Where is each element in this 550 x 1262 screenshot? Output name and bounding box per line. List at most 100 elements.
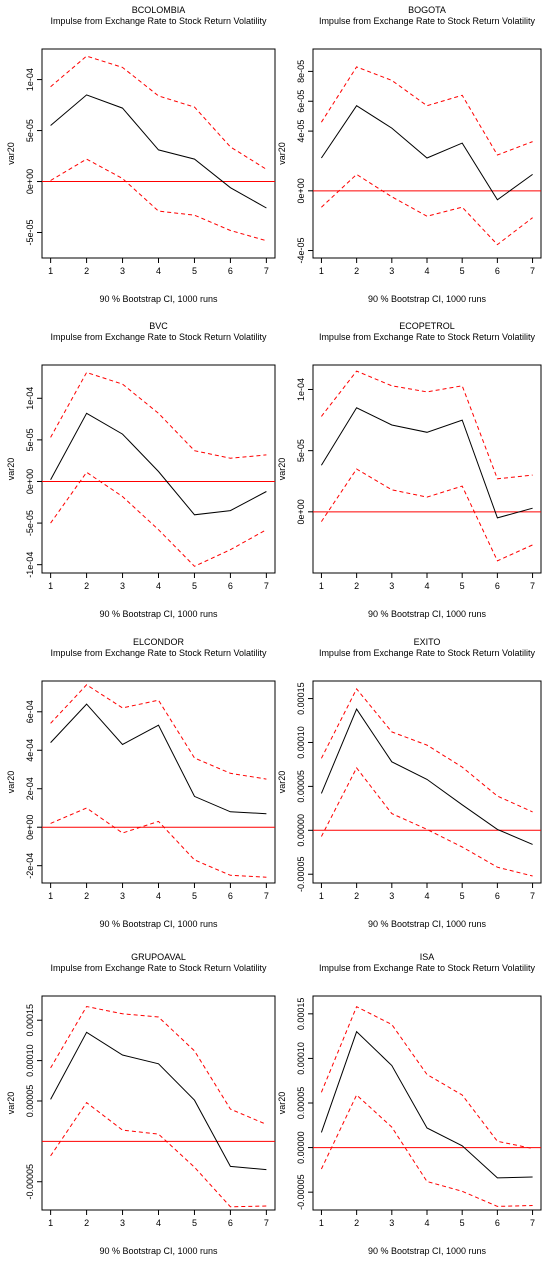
ci-upper-line (50, 371, 267, 459)
panel-subtitle: Impulse from Exchange Rate to Stock Retu… (50, 963, 267, 973)
x-tick-label: 5 (460, 581, 465, 591)
ci-upper-line (321, 370, 533, 480)
y-tick-label: 6e-05 (296, 90, 306, 113)
x-tick-label: 1 (48, 891, 53, 901)
y-tick-label: 4e-05 (296, 120, 306, 143)
ci-lower-line (320, 468, 533, 562)
y-tick-label: 0e+00 (296, 178, 306, 203)
ci-upper-line (320, 687, 533, 813)
x-tick-label: 6 (228, 581, 233, 591)
x-tick-label: 4 (424, 1218, 429, 1228)
x-tick-label: 7 (264, 891, 269, 901)
panel-subtitle: Impulse from Exchange Rate to Stock Retu… (50, 648, 267, 658)
y-axis-label: var20 (277, 771, 287, 794)
y-tick-label: 0e+00 (296, 499, 306, 524)
irf-line (50, 703, 267, 815)
x-tick-label: 3 (120, 266, 125, 276)
ci-lower-line (320, 766, 533, 877)
y-axis-label: var20 (6, 458, 16, 481)
x-tick-label: 6 (228, 1218, 233, 1228)
x-tick-label: 7 (530, 581, 535, 591)
panel-title: BCOLOMBIA (132, 5, 186, 15)
ci-upper-line (320, 66, 533, 156)
x-tick-label: 2 (354, 266, 359, 276)
y-tick-label: 0.00010 (296, 1042, 306, 1075)
x-tick-label: 4 (156, 581, 161, 591)
x-axis-label: 90 % Bootstrap CI, 1000 runs (99, 294, 218, 304)
ci-upper-line (50, 1005, 267, 1125)
y-tick-label: 0.00010 (296, 726, 306, 759)
x-tick-label: 3 (389, 266, 394, 276)
x-tick-label: 6 (495, 1218, 500, 1228)
plot-frame (41, 995, 276, 1211)
y-tick-label: 5e-05 (25, 428, 35, 451)
irf-line (50, 412, 267, 516)
panel-title: EXITO (414, 637, 441, 647)
x-tick-label: 4 (424, 581, 429, 591)
ci-lower-line (321, 173, 533, 246)
y-axis-label: var20 (6, 142, 16, 165)
y-tick-label: 0.00005 (296, 1087, 306, 1120)
ci-upper-line (320, 1006, 533, 1149)
irf-line (320, 708, 533, 845)
y-axis-label: var20 (6, 1092, 16, 1115)
y-tick-label: -0.00005 (296, 856, 306, 892)
plot-frame (312, 364, 542, 574)
ci-lower-line (50, 807, 267, 878)
y-tick-label: 0.00010 (25, 1044, 35, 1077)
y-tick-label: 5e-05 (296, 439, 306, 462)
x-tick-label: 1 (48, 1218, 53, 1228)
y-tick-label: 4e-04 (25, 739, 35, 762)
y-tick-label: -5e-05 (25, 220, 35, 246)
plot-frame (312, 680, 542, 884)
x-tick-label: 1 (319, 1218, 324, 1228)
x-tick-label: 2 (84, 1218, 89, 1228)
x-tick-label: 6 (495, 581, 500, 591)
x-axis-label: 90 % Bootstrap CI, 1000 runs (99, 1246, 218, 1256)
y-tick-label: 1e-04 (296, 378, 306, 401)
x-tick-label: 3 (120, 581, 125, 591)
x-tick-label: 5 (192, 581, 197, 591)
y-axis-label: var20 (277, 142, 287, 165)
panel-subtitle: Impulse from Exchange Rate to Stock Retu… (50, 16, 267, 26)
x-tick-label: 3 (120, 891, 125, 901)
x-tick-label: 6 (495, 266, 500, 276)
x-tick-label: 7 (264, 581, 269, 591)
y-tick-label: 0.00000 (296, 814, 306, 847)
plot-frame (312, 48, 542, 259)
panel-subtitle: Impulse from Exchange Rate to Stock Retu… (319, 332, 536, 342)
x-tick-label: 4 (156, 1218, 161, 1228)
x-tick-label: 1 (319, 266, 324, 276)
x-tick-label: 3 (389, 1218, 394, 1228)
x-axis-label: 90 % Bootstrap CI, 1000 runs (99, 609, 218, 619)
x-tick-label: 5 (460, 266, 465, 276)
x-tick-label: 3 (389, 891, 394, 901)
panel-title: BOGOTA (408, 5, 446, 15)
x-tick-label: 5 (192, 266, 197, 276)
x-tick-label: 2 (84, 581, 89, 591)
irf-line (50, 1031, 267, 1171)
y-tick-label: 0.00005 (296, 770, 306, 803)
x-tick-label: 2 (84, 266, 89, 276)
x-tick-label: 4 (424, 266, 429, 276)
x-tick-label: 1 (48, 581, 53, 591)
panel-title: ISA (420, 952, 435, 962)
y-tick-label: -4e-05 (296, 238, 306, 264)
x-tick-label: 3 (120, 1218, 125, 1228)
y-tick-label: 8e-05 (296, 60, 306, 83)
x-tick-label: 7 (264, 1218, 269, 1228)
x-tick-label: 7 (530, 266, 535, 276)
x-tick-label: 7 (530, 1218, 535, 1228)
x-axis-label: 90 % Bootstrap CI, 1000 runs (368, 609, 487, 619)
x-tick-label: 6 (228, 891, 233, 901)
y-tick-label: 2e-04 (25, 777, 35, 800)
x-tick-label: 2 (354, 581, 359, 591)
panel-title: BVC (149, 321, 168, 331)
x-tick-label: 7 (530, 891, 535, 901)
ci-upper-line (50, 684, 267, 780)
